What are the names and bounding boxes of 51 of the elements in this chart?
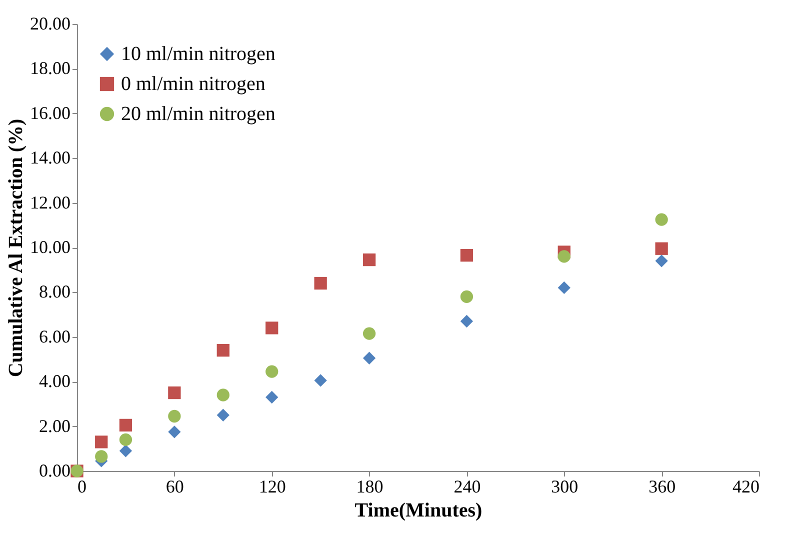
point: [460, 248, 474, 262]
x-tick-label: 420: [732, 476, 760, 496]
x-tick-label: 60: [166, 476, 184, 496]
x-tick-label: 120: [258, 476, 286, 496]
point: [314, 276, 327, 290]
point: [266, 390, 278, 404]
y-tick-label: 12.00: [30, 192, 70, 212]
point: [314, 374, 327, 387]
y-tick-label: 10.00: [30, 237, 70, 257]
x-tick-label: 0: [78, 476, 86, 496]
point: [266, 322, 278, 334]
y-tick-label: 4.00: [39, 371, 70, 392]
point: [558, 250, 570, 263]
y-tick-label: 8.00: [39, 282, 70, 302]
y-axis-title: Cumulative Al Extraction (%): [5, 118, 27, 378]
y-tick-label: 20.00: [30, 14, 70, 34]
point: [95, 450, 108, 463]
point: [362, 327, 376, 340]
point: [362, 253, 376, 266]
point: [460, 314, 474, 328]
point: [216, 344, 230, 357]
legend-label: 20 ml/min nitrogen: [121, 103, 276, 125]
x-tick-label: 300: [551, 476, 578, 496]
point: [216, 408, 230, 422]
legend-label: 0 ml/min nitrogen: [121, 73, 266, 95]
x-tick-label: 180: [356, 476, 384, 496]
x-axis-title: Time(Minutes): [354, 500, 482, 522]
x-tick-label: 360: [648, 476, 676, 496]
point: [655, 254, 668, 268]
legend-label: 10 ml/min nitrogen: [121, 43, 276, 65]
point: [362, 352, 376, 364]
y-tick-label: 2.00: [39, 416, 70, 436]
point: [655, 242, 668, 255]
y-tick-label: 6.00: [39, 326, 70, 346]
y-tick-label: 18.00: [30, 58, 70, 78]
point: [168, 426, 181, 438]
point: [119, 433, 132, 446]
point: [655, 213, 668, 226]
point: [168, 386, 181, 400]
y-tick-label: 0.00: [39, 460, 70, 480]
point: [216, 388, 230, 402]
point: [460, 290, 474, 303]
y-tick-label: 16.00: [30, 102, 70, 123]
point: [119, 418, 132, 432]
point: [95, 436, 108, 448]
point: [266, 365, 278, 378]
point: [168, 410, 181, 423]
point: [119, 444, 132, 458]
y-tick-label: 14.00: [30, 148, 70, 168]
x-tick-label: 240: [454, 476, 481, 496]
point: [558, 281, 570, 294]
